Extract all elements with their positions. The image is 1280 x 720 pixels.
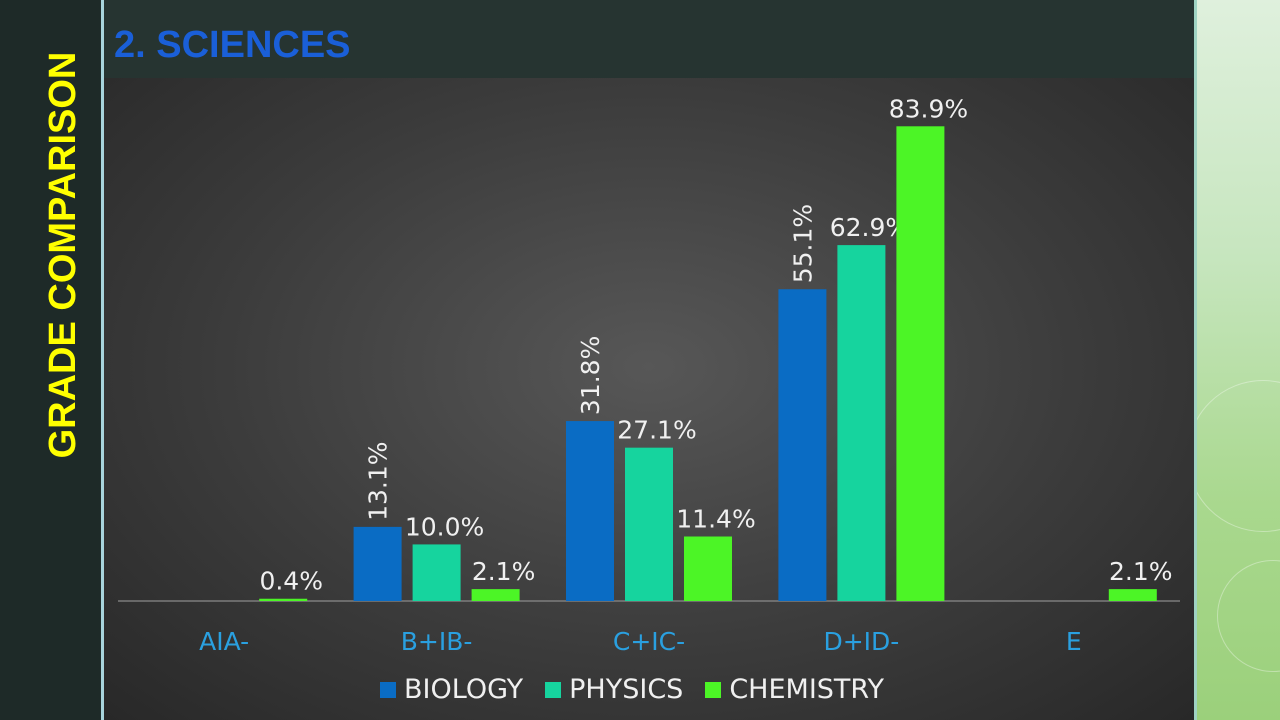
data-label-physics: 10.0% bbox=[405, 512, 484, 541]
left-band bbox=[0, 0, 101, 720]
bar-biology bbox=[566, 421, 614, 601]
right-rule bbox=[1194, 0, 1197, 720]
data-label-chemistry: 2.1% bbox=[472, 557, 536, 586]
data-label-biology: 31.8% bbox=[576, 336, 605, 415]
data-label-biology: 55.1% bbox=[788, 204, 817, 283]
legend-item-physics: PHYSICS bbox=[545, 674, 683, 706]
legend-item-chemistry: CHEMISTRY bbox=[705, 674, 884, 706]
legend-label-chemistry: CHEMISTRY bbox=[729, 674, 884, 705]
side-title: GRADE COMPARISON bbox=[42, 51, 84, 459]
slide-header: 2. SCIENCES bbox=[104, 0, 1194, 78]
data-label-chemistry: 11.4% bbox=[676, 504, 755, 533]
category-label: B+IB- bbox=[401, 627, 473, 656]
bar-chemistry bbox=[1108, 589, 1157, 601]
bar-physics bbox=[412, 544, 461, 601]
decorative-circle bbox=[1197, 380, 1280, 532]
bar-physics bbox=[625, 447, 673, 601]
bar-chemistry bbox=[684, 536, 732, 601]
legend-swatch-biology bbox=[380, 682, 396, 698]
category-label: C+IC- bbox=[613, 627, 685, 656]
legend-swatch-chemistry bbox=[705, 682, 722, 698]
data-label-chemistry: 2.1% bbox=[1109, 557, 1173, 586]
bar-chart: 0.4% AIA- 13.1% 10.0% 2.1% B+IB- 31.8% 27.1% 11.… bbox=[118, 94, 1180, 656]
data-label-physics: 62.9% bbox=[830, 213, 909, 242]
bar-physics bbox=[837, 245, 886, 601]
plot-area: 0.4% AIA- 13.1% 10.0% 2.1% B+IB- 31.8% 27.1% 11.… bbox=[104, 78, 1194, 720]
legend-label-biology: BIOLOGY bbox=[404, 674, 524, 705]
data-label-physics: 27.1% bbox=[617, 416, 696, 445]
category-label: E bbox=[1066, 627, 1082, 656]
bar-chemistry bbox=[896, 126, 945, 602]
bar-chemistry bbox=[471, 589, 520, 601]
slide-title: 2. SCIENCES bbox=[114, 24, 351, 66]
category-label: AIA- bbox=[199, 627, 249, 656]
bar-biology bbox=[353, 526, 402, 601]
data-label-chemistry: 0.4% bbox=[259, 567, 323, 596]
legend-label-physics: PHYSICS bbox=[569, 674, 684, 705]
bar-biology bbox=[778, 289, 827, 601]
data-label-chemistry: 83.9% bbox=[889, 94, 968, 123]
left-rule bbox=[101, 0, 104, 720]
decorative-panel bbox=[1197, 0, 1280, 720]
data-label-biology: 13.1% bbox=[364, 441, 393, 520]
legend-swatch-physics bbox=[545, 682, 562, 698]
legend-item-biology: BIOLOGY bbox=[380, 674, 523, 706]
decorative-circle bbox=[1217, 560, 1280, 672]
bar-chemistry bbox=[259, 598, 308, 601]
chart-legend: BIOLOGY PHYSICS CHEMISTRY bbox=[380, 670, 884, 710]
category-label: D+ID- bbox=[823, 627, 899, 656]
